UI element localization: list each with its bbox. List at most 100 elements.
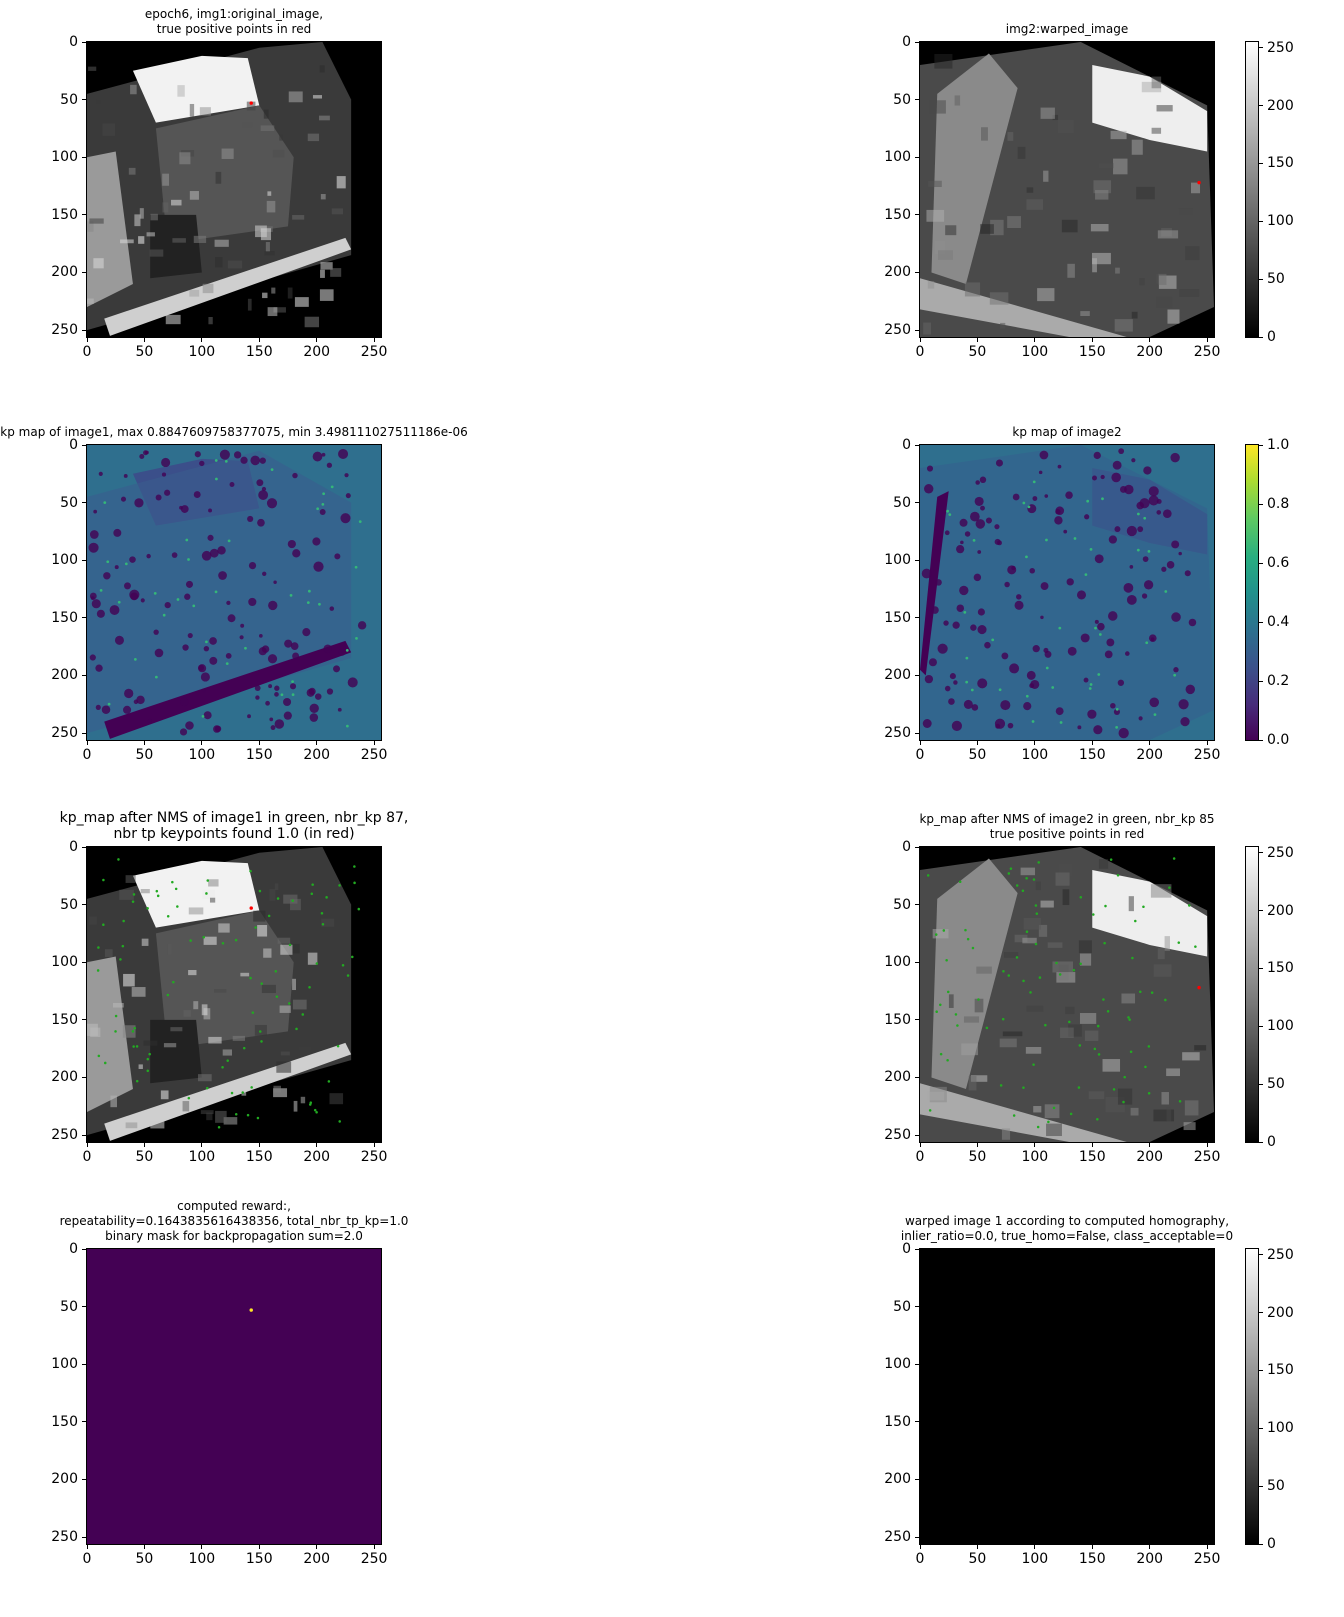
keypoint-marker (1129, 1050, 1133, 1054)
keypoint-marker (156, 894, 160, 898)
texture-blob (1067, 646, 1077, 656)
keypoint-marker (131, 1030, 135, 1033)
texture-blob (1038, 470, 1043, 475)
keypoint-marker (935, 1010, 938, 1013)
texture-blob (233, 451, 242, 459)
texture-patch (1098, 163, 1114, 169)
heatmap-image (86, 846, 382, 1143)
x-tick-mark (86, 741, 88, 745)
colorbar-tick-label: 50 (1267, 1076, 1285, 1093)
x-tick-label: 250 (360, 1149, 388, 1165)
texture-blob (290, 642, 299, 650)
keypoint-marker (1104, 904, 1107, 908)
keypoint-marker (934, 933, 938, 936)
car-region (150, 214, 202, 279)
x-tick-label: 150 (245, 1149, 273, 1165)
keypoint-marker (256, 1116, 260, 1120)
colorbar-tick-label: 100 (1267, 1018, 1294, 1035)
y-tick-label: 200 (51, 667, 78, 684)
keypoint-marker (206, 879, 210, 882)
texture-patch (119, 889, 134, 900)
texture-patch (1185, 246, 1200, 261)
texture-patch (272, 149, 285, 158)
x-tick-mark (143, 741, 145, 745)
texture-highlight (215, 477, 218, 481)
texture-patch (1131, 311, 1138, 319)
heatmap-svg (920, 445, 1214, 740)
heatmap-svg (920, 1249, 1214, 1544)
texture-patch (215, 171, 222, 184)
texture-highlight (991, 638, 995, 642)
y-tick-label: 150 (884, 609, 911, 626)
x-tick-label: 250 (1193, 344, 1221, 360)
texture-highlight (965, 656, 969, 660)
texture-blob (134, 498, 144, 508)
keypoint-marker (148, 1052, 151, 1056)
texture-patch (1035, 881, 1042, 891)
texture-patch (141, 938, 149, 946)
colorbar-tick-label: 0 (1267, 329, 1276, 345)
texture-patch (128, 167, 136, 175)
texture-blob (248, 597, 257, 607)
texture-blob (136, 695, 145, 705)
texture-patch (1150, 884, 1172, 898)
texture-patch (1184, 1100, 1199, 1116)
x-tick-mark (258, 1143, 260, 1147)
texture-blob (259, 633, 263, 638)
colorbar-tick-mark (1259, 220, 1263, 222)
keypoint-marker (166, 915, 170, 918)
keypoint-marker (1069, 1112, 1073, 1116)
true-positive-point (1197, 180, 1201, 185)
texture-blob (922, 719, 932, 728)
texture-blob (1150, 637, 1155, 642)
texture-blob (1171, 612, 1181, 622)
keypoint-marker (288, 943, 292, 947)
texture-patch (221, 148, 234, 159)
texture-blob (247, 714, 251, 719)
texture-blob (1044, 494, 1049, 498)
texture-blob (1137, 526, 1144, 533)
texture-patch (203, 936, 217, 945)
texture-patch (307, 952, 318, 965)
texture-patch (265, 242, 270, 252)
y-tick-mark (915, 846, 919, 848)
x-tick-label: 100 (188, 1551, 216, 1567)
texture-patch (1151, 76, 1162, 89)
texture-patch (1000, 322, 1006, 329)
texture-highlight (280, 693, 284, 697)
x-tick-mark (201, 1143, 203, 1147)
x-tick-label: 150 (1078, 747, 1106, 763)
y-tick-mark (915, 904, 919, 906)
texture-patch (267, 191, 272, 196)
texture-patch (292, 215, 305, 220)
keypoint-marker (146, 1057, 150, 1061)
texture-blob (268, 600, 278, 611)
texture-blob (337, 707, 342, 712)
keypoint-marker (1036, 1125, 1040, 1129)
texture-blob (95, 664, 103, 672)
texture-highlight (946, 509, 949, 513)
texture-patch (189, 191, 199, 200)
keypoint-marker (1106, 1010, 1110, 1013)
x-tick-mark (143, 1545, 145, 1549)
colorbar-tick-label: 0.8 (1267, 496, 1290, 512)
texture-highlight (1045, 538, 1048, 542)
texture-highlight (318, 602, 321, 606)
texture-highlight (1153, 713, 1157, 717)
texture-patch (1153, 964, 1172, 977)
texture-blob (944, 530, 950, 536)
y-tick-label: 200 (51, 1069, 78, 1086)
texture-blob (98, 471, 103, 476)
colorbar (1245, 846, 1259, 1143)
texture-highlight (970, 688, 974, 692)
texture-patch (287, 287, 293, 299)
texture-blob (1123, 582, 1134, 593)
y-tick-label: 0 (69, 437, 78, 453)
texture-blob (921, 568, 932, 579)
texture-blob (949, 673, 956, 680)
texture-highlight (1088, 687, 1092, 690)
texture-blob (1077, 725, 1082, 730)
texture-blob (964, 531, 971, 537)
keypoint-marker (172, 980, 175, 984)
keypoint-marker (327, 1080, 331, 1083)
